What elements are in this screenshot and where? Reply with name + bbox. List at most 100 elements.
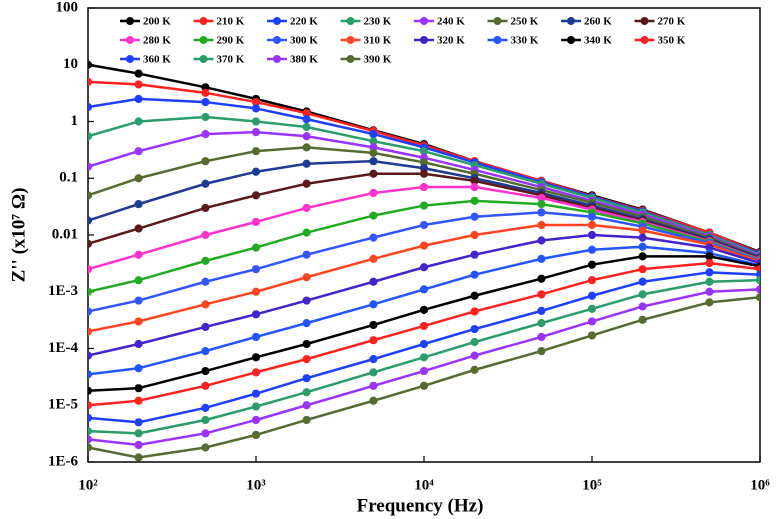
legend-marker (199, 17, 208, 25)
x-tick-label: 10⁵ (582, 477, 602, 493)
y-tick-label: 1E-6 (48, 453, 79, 469)
legend-label: 290 K (217, 35, 245, 47)
legend-marker (420, 17, 428, 25)
y-tick-label: 1 (71, 113, 79, 129)
data-point (537, 319, 546, 328)
data-point (302, 319, 311, 328)
legend-marker (493, 17, 502, 25)
data-point (419, 353, 429, 362)
data-point (88, 413, 93, 422)
data-point (201, 346, 210, 356)
data-point (419, 381, 429, 390)
data-point (302, 122, 311, 132)
data-point (537, 290, 546, 299)
data-point (638, 315, 647, 324)
x-tick-label: 10⁴ (414, 477, 434, 493)
data-point (201, 112, 210, 122)
data-point (419, 305, 429, 314)
legend-marker (640, 36, 649, 44)
series-line (88, 296, 760, 459)
legend-marker (346, 17, 355, 25)
y-tick-label: 0.01 (52, 226, 78, 242)
data-point (302, 179, 311, 188)
x-axis-title: Frequency (Hz) (357, 495, 484, 516)
data-point (302, 132, 311, 141)
legend-marker (126, 55, 134, 63)
data-point (201, 381, 210, 390)
legend-label: 370 K (217, 54, 245, 66)
data-point (201, 415, 210, 425)
legend-label: 380 K (290, 54, 318, 66)
data-point (134, 453, 143, 462)
data-point (251, 167, 261, 176)
data-point (134, 224, 143, 233)
data-point (537, 346, 546, 356)
data-point (537, 274, 546, 283)
data-point (201, 129, 210, 139)
data-point (755, 285, 760, 294)
data-point (134, 80, 143, 89)
legend-label: 210 K (217, 16, 245, 28)
legend-label: 250 K (511, 16, 539, 28)
data-point (201, 88, 210, 97)
data-point (251, 368, 261, 377)
data-point (88, 435, 93, 444)
data-point (302, 143, 311, 152)
data-point (302, 355, 311, 364)
legend-label: 240 K (437, 16, 465, 28)
data-point (419, 182, 429, 192)
legend-marker (420, 36, 428, 44)
data-point (470, 324, 479, 334)
data-point (88, 102, 93, 112)
data-point (251, 128, 261, 137)
data-point (251, 389, 261, 398)
legend-marker (126, 36, 134, 44)
data-point (201, 403, 210, 412)
data-point (369, 169, 378, 178)
legend-label: 360 K (143, 54, 171, 66)
legend-label: 340 K (584, 35, 612, 47)
data-point (369, 368, 378, 377)
data-point (88, 443, 93, 452)
data-point (369, 188, 378, 198)
data-point (705, 298, 714, 307)
data-point (638, 233, 647, 242)
data-point (419, 241, 429, 250)
data-point (587, 291, 597, 300)
data-point (470, 291, 479, 300)
data-point (251, 332, 261, 342)
data-point (470, 307, 479, 316)
data-point (302, 296, 311, 305)
legend-label: 300 K (290, 35, 318, 47)
data-point (134, 339, 143, 349)
legend-label: 330 K (511, 35, 539, 47)
y-tick-label: 1E-5 (48, 397, 78, 413)
series-line (88, 233, 760, 357)
legend-label: 320 K (437, 35, 465, 47)
data-point (201, 322, 210, 332)
data-point (419, 285, 429, 294)
data-point (369, 300, 378, 309)
data-point (419, 201, 429, 210)
data-point (705, 268, 714, 277)
data-point (638, 265, 647, 274)
x-tick-label: 10² (78, 477, 98, 493)
data-point (201, 256, 210, 265)
legend-marker (126, 17, 134, 25)
data-point (88, 191, 93, 200)
data-point (201, 230, 210, 240)
data-point (201, 157, 210, 166)
data-point (88, 77, 93, 86)
legend-marker (199, 55, 208, 63)
data-point (755, 276, 760, 285)
data-point (88, 287, 93, 296)
data-point (369, 277, 378, 286)
data-point (369, 355, 378, 364)
data-point (134, 364, 143, 373)
data-point (302, 115, 311, 124)
legend-label: 350 K (658, 35, 686, 47)
data-point (251, 402, 261, 411)
data-point (88, 401, 93, 410)
data-point (88, 327, 93, 336)
legend-label: 260 K (584, 16, 612, 28)
